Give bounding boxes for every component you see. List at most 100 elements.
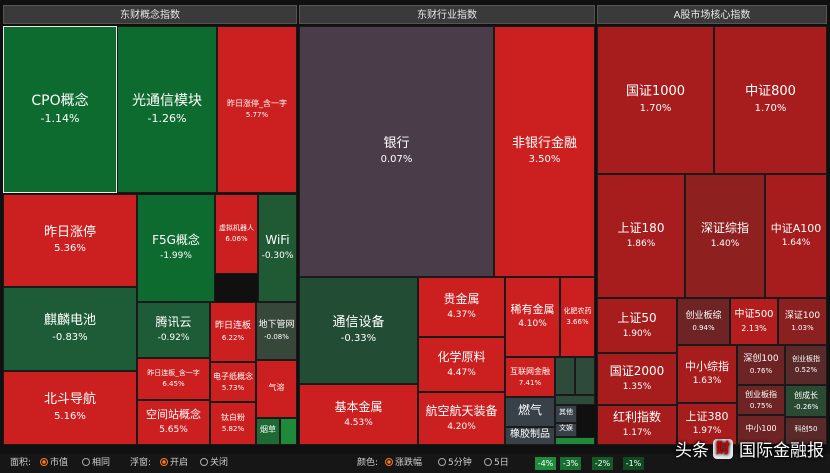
treemap-tile[interactable]: 通信设备 -0.33% <box>299 277 418 384</box>
tile-name: 麒麟电池 <box>43 313 96 329</box>
treemap-tile[interactable] <box>575 357 595 395</box>
watermark-name: 国际金融报 <box>739 441 824 461</box>
treemap-tile[interactable]: 中证500 2.13% <box>730 298 778 345</box>
treemap-tile[interactable]: 非银行金融 3.50% <box>494 26 595 277</box>
legend-swatch: -4% <box>535 457 556 470</box>
treemap-tile[interactable]: 昨日连板 6.22% <box>210 302 256 362</box>
treemap-tile[interactable]: 文娱 <box>555 423 577 437</box>
treemap-tile[interactable]: F5G概念 -1.99% <box>137 194 215 302</box>
tile-change: -1.14% <box>40 112 80 126</box>
treemap-tile[interactable]: 红利指数 1.17% <box>597 405 677 445</box>
tile-name: 中小100 <box>745 423 777 433</box>
treemap-tile[interactable]: 其他 <box>555 405 577 423</box>
tile-change: 4.47% <box>447 367 476 378</box>
treemap-tile[interactable]: 创业板指 0.52% <box>785 345 827 385</box>
tile-change: 5.16% <box>54 410 86 422</box>
color-label: 颜色: <box>357 458 379 468</box>
treemap-tile[interactable]: 地下管网 -0.08% <box>256 302 297 360</box>
tile-change: -0.83% <box>52 331 88 343</box>
tile-name: 银行 <box>383 135 410 151</box>
treemap-tile[interactable]: 深证100 1.03% <box>778 298 827 345</box>
treemap-tile[interactable]: 钛白粉 5.82% <box>210 402 256 445</box>
treemap-tile[interactable]: 上证180 1.86% <box>597 174 685 298</box>
treemap-tile[interactable]: 化学原料 4.47% <box>418 337 505 392</box>
tile-name: 烟草 <box>260 425 276 435</box>
legend-swatch: -3% <box>560 457 581 470</box>
tile-name: 深证综指 <box>700 221 749 236</box>
treemap-tile[interactable]: 深证综指 1.40% <box>685 174 765 298</box>
tile-change: 1.70% <box>639 102 672 114</box>
treemap-tile[interactable]: 贵金属 4.37% <box>418 277 505 337</box>
treemap-tile[interactable]: WiFi -0.30% <box>258 194 297 302</box>
area-option-same[interactable]: 相同 <box>82 454 110 473</box>
tile-name: 空间站概念 <box>146 408 201 422</box>
area-option-marketcap[interactable]: 市值 <box>40 454 68 473</box>
treemap-tile[interactable]: 深创100 0.76% <box>737 345 785 385</box>
treemap-tile[interactable]: 中证A100 1.64% <box>765 174 827 298</box>
treemap-tile[interactable] <box>555 437 595 445</box>
treemap-tile[interactable]: 中证800 1.70% <box>714 26 827 174</box>
tile-name: 中证A100 <box>770 221 822 235</box>
treemap-tile[interactable]: 燃气 <box>505 397 555 427</box>
treemap-tile[interactable]: 科创50 <box>785 417 827 445</box>
tile-name: 光通信模块 <box>132 93 202 110</box>
treemap-tile[interactable]: 虚拟机器人 6.06% <box>215 194 258 274</box>
treemap-tile[interactable]: 光通信模块 -1.26% <box>117 26 217 193</box>
treemap-tile[interactable]: 上证50 1.90% <box>597 298 677 353</box>
tile-name: 中证500 <box>734 309 774 321</box>
treemap-tile[interactable]: 化肥农药 3.66% <box>560 277 595 357</box>
tile-change: 0.94% <box>692 323 715 332</box>
treemap-tile[interactable]: 腾讯云 -0.92% <box>137 302 210 358</box>
float-option-on[interactable]: 开启 <box>160 454 188 473</box>
tile-change: 0.07% <box>380 154 413 166</box>
treemap-tile[interactable] <box>280 418 297 445</box>
treemap-tile[interactable] <box>555 395 595 405</box>
treemap-tile[interactable]: 国证2000 1.35% <box>597 353 677 405</box>
color-option-5day[interactable]: 5日 <box>484 454 509 473</box>
treemap-tile[interactable]: 航空航天装备 4.20% <box>418 392 505 445</box>
treemap-tile[interactable]: 国证1000 1.70% <box>597 26 714 174</box>
tile-change: 1.86% <box>626 239 656 249</box>
treemap-tile[interactable]: 气溶 <box>256 360 297 418</box>
float-option-off[interactable]: 关闭 <box>200 454 228 473</box>
treemap-tile[interactable]: 橡胶制品 <box>505 427 555 445</box>
tile-name: 科创50 <box>794 425 818 434</box>
treemap-tile[interactable]: 昨日连板_含一字 6.45% <box>137 358 210 400</box>
tile-name: 化肥农药 <box>563 307 592 316</box>
treemap-tile[interactable]: 稀有金属 4.10% <box>505 277 560 357</box>
tile-change: -0.92% <box>157 333 190 343</box>
tile-name: 互联网金融 <box>510 366 550 376</box>
radio-icon <box>484 458 492 466</box>
tile-name: F5G概念 <box>152 233 200 248</box>
treemap-tile[interactable] <box>555 357 575 395</box>
tile-name: 橡胶制品 <box>510 428 550 440</box>
treemap-tile[interactable]: 中小100 <box>737 415 785 445</box>
treemap-tile[interactable]: 中小综指 1.63% <box>677 345 737 403</box>
watermark: 头条 财 国际金融报 <box>675 436 824 461</box>
treemap-tile[interactable]: 上证380 1.97% <box>677 403 737 445</box>
treemap-tile[interactable]: 创业板综 0.94% <box>677 298 730 345</box>
tile-change: 1.17% <box>622 428 652 438</box>
treemap-tile[interactable]: 银行 0.07% <box>299 26 494 277</box>
treemap-tile[interactable]: 昨日涨停 5.36% <box>3 194 137 287</box>
treemap-tile[interactable]: 空间站概念 5.65% <box>137 400 210 445</box>
color-option-change[interactable]: 涨跌幅 <box>385 454 422 473</box>
tile-change: -1.26% <box>147 112 187 126</box>
tile-change: 1.97% <box>692 426 722 437</box>
color-option-5min[interactable]: 5分钟 <box>438 454 472 473</box>
float-option-on-label: 开启 <box>170 458 189 468</box>
treemap-tile[interactable]: 互联网金融 7.41% <box>505 357 555 397</box>
treemap-tile[interactable]: 基本金属 4.53% <box>299 384 418 445</box>
treemap-tile[interactable]: CPO概念 -1.14% <box>3 26 117 193</box>
treemap-tile[interactable]: 创成长 -0.26% <box>785 385 827 417</box>
treemap-tile[interactable]: 麒麟电池 -0.83% <box>3 287 137 371</box>
tile-name: WiFi <box>265 233 290 248</box>
tile-name: 钛白粉 <box>221 413 245 423</box>
tile-change: 5.65% <box>159 424 188 435</box>
treemap-tile[interactable]: 烟草 <box>256 418 280 445</box>
treemap-tile[interactable]: 电子纸概念 5.73% <box>210 362 256 402</box>
tile-name: 中小综指 <box>685 359 729 373</box>
treemap-tile[interactable]: 创业板指 0.75% <box>737 385 785 415</box>
treemap-tile[interactable]: 北斗导航 5.16% <box>3 371 137 445</box>
treemap-tile[interactable]: 昨日涨停_含一字 5.77% <box>217 26 297 193</box>
